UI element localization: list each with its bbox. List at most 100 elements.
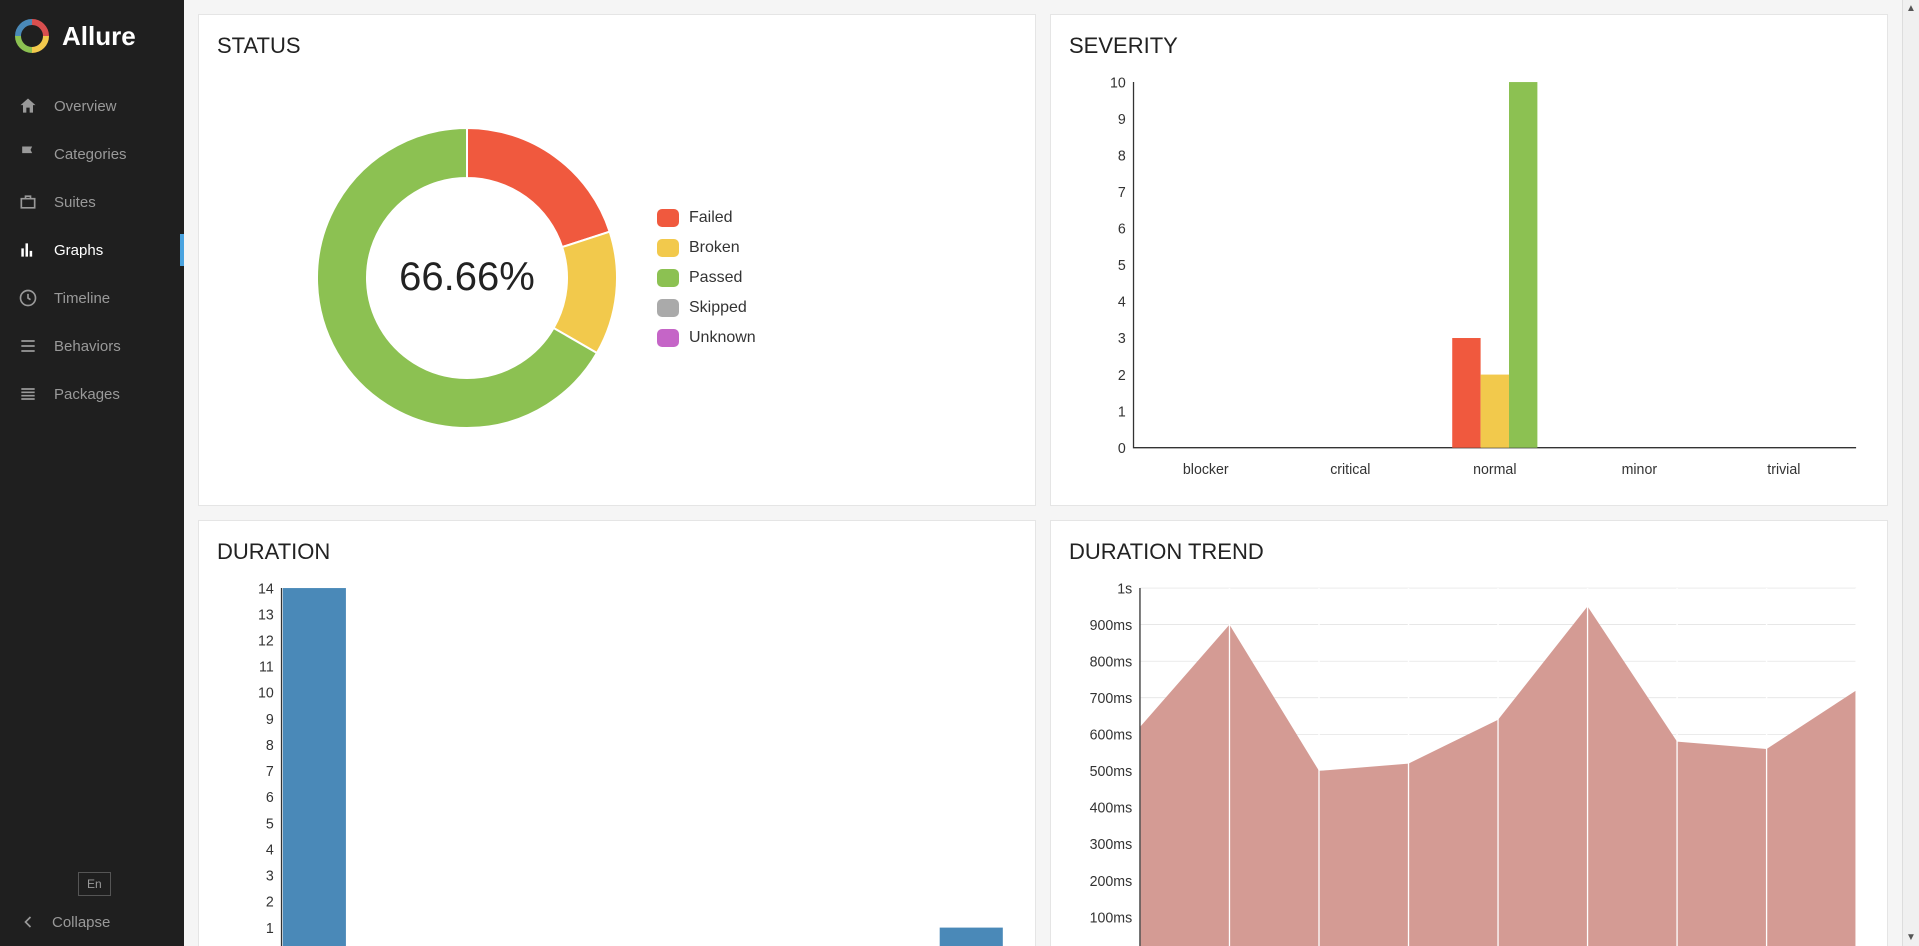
trend-title: DURATION TREND: [1069, 539, 1869, 565]
status-legend: Failed Broken Passed Skipped Unknown: [657, 209, 756, 347]
legend-swatch: [657, 269, 679, 287]
allure-logo-icon: [14, 18, 50, 54]
svg-text:normal: normal: [1473, 462, 1516, 478]
sidebar-item-behaviors[interactable]: Behaviors: [0, 322, 184, 370]
svg-text:0: 0: [1118, 441, 1126, 457]
duration-chart: 012345678910111213140s20ms40ms60ms80ms10…: [217, 575, 1017, 946]
main-content: STATUS 66.66% FailedBrokenPassedSkippedU…: [184, 0, 1902, 946]
svg-text:7: 7: [1118, 185, 1126, 201]
svg-text:6: 6: [266, 790, 274, 806]
legend-item-passed[interactable]: Passed: [657, 269, 756, 287]
briefcase-icon: [18, 192, 38, 212]
list-icon: [18, 336, 38, 356]
legend-label: Unknown: [689, 329, 756, 347]
home-icon: [18, 96, 38, 116]
trend-panel: DURATION TREND 0s100ms200ms300ms400ms500…: [1050, 520, 1888, 946]
svg-text:200ms: 200ms: [1090, 874, 1133, 890]
legend-swatch: [657, 299, 679, 317]
svg-text:2: 2: [1118, 368, 1126, 384]
svg-text:1: 1: [266, 921, 274, 937]
svg-text:8: 8: [1118, 148, 1126, 164]
svg-text:trivial: trivial: [1767, 462, 1800, 478]
svg-text:1s: 1s: [1117, 581, 1132, 597]
severity-chart: 012345678910blockercriticalnormalminortr…: [1069, 69, 1869, 487]
legend-item-failed[interactable]: Failed: [657, 209, 756, 227]
svg-text:5: 5: [266, 816, 274, 832]
svg-text:10: 10: [258, 686, 274, 702]
legend-label: Skipped: [689, 299, 747, 317]
sidebar-footer: En Collapse: [0, 858, 184, 946]
svg-text:1: 1: [1118, 404, 1126, 420]
svg-text:400ms: 400ms: [1090, 800, 1133, 816]
scroll-up-arrow-icon[interactable]: ▲: [1903, 0, 1919, 17]
legend-item-skipped[interactable]: Skipped: [657, 299, 756, 317]
svg-text:7: 7: [266, 764, 274, 780]
svg-text:900ms: 900ms: [1090, 618, 1133, 634]
svg-text:4: 4: [1118, 295, 1126, 311]
status-panel: STATUS 66.66% FailedBrokenPassedSkippedU…: [198, 14, 1036, 506]
barchart-icon: [18, 240, 38, 260]
legend-item-unknown[interactable]: Unknown: [657, 329, 756, 347]
sidebar-item-timeline[interactable]: Timeline: [0, 274, 184, 322]
svg-text:14: 14: [258, 581, 274, 597]
svg-text:6: 6: [1118, 221, 1126, 237]
svg-text:500ms: 500ms: [1090, 764, 1133, 780]
language-selector[interactable]: En: [78, 872, 111, 896]
svg-text:9: 9: [1118, 112, 1126, 128]
svg-text:9: 9: [266, 712, 274, 728]
collapse-label: Collapse: [52, 914, 110, 931]
sidebar-item-categories[interactable]: Categories: [0, 130, 184, 178]
trend-chart: 0s100ms200ms300ms400ms500ms600ms700ms800…: [1069, 575, 1869, 946]
sidebar-item-suites[interactable]: Suites: [0, 178, 184, 226]
svg-text:700ms: 700ms: [1090, 691, 1133, 707]
svg-text:10: 10: [1110, 75, 1126, 91]
svg-text:12: 12: [258, 633, 274, 649]
svg-text:3: 3: [266, 868, 274, 884]
nav-label: Suites: [54, 194, 96, 211]
svg-text:2: 2: [266, 895, 274, 911]
nav-label: Behaviors: [54, 338, 121, 355]
svg-text:critical: critical: [1330, 462, 1370, 478]
legend-item-broken[interactable]: Broken: [657, 239, 756, 257]
sidebar-item-packages[interactable]: Packages: [0, 370, 184, 418]
legend-label: Failed: [689, 209, 733, 227]
nav-label: Graphs: [54, 242, 103, 259]
svg-text:11: 11: [259, 659, 274, 675]
chevron-left-icon: [18, 912, 38, 932]
collapse-button[interactable]: Collapse: [18, 912, 166, 932]
scroll-down-arrow-icon[interactable]: ▼: [1903, 929, 1919, 946]
legend-swatch: [657, 239, 679, 257]
svg-text:300ms: 300ms: [1090, 837, 1133, 853]
layers-icon: [18, 384, 38, 404]
sidebar: Allure Overview Categories Suites Graphs Tim…: [0, 0, 184, 946]
nav-label: Timeline: [54, 290, 110, 307]
svg-text:minor: minor: [1622, 462, 1658, 478]
vertical-scrollbar[interactable]: ▲ ▼: [1902, 0, 1919, 946]
nav-label: Packages: [54, 386, 120, 403]
svg-text:13: 13: [258, 607, 274, 623]
svg-text:4: 4: [266, 842, 274, 858]
sidebar-header: Allure: [0, 0, 184, 72]
status-center-label: 66.66%: [317, 128, 617, 428]
svg-text:8: 8: [266, 738, 274, 754]
duration-title: DURATION: [217, 539, 1017, 565]
svg-text:3: 3: [1118, 331, 1126, 347]
legend-label: Broken: [689, 239, 740, 257]
legend-swatch: [657, 329, 679, 347]
sidebar-item-graphs[interactable]: Graphs: [0, 226, 184, 274]
nav-label: Overview: [54, 98, 117, 115]
svg-text:800ms: 800ms: [1090, 654, 1133, 670]
svg-text:blocker: blocker: [1183, 462, 1229, 478]
legend-swatch: [657, 209, 679, 227]
nav-label: Categories: [54, 146, 127, 163]
flag-icon: [18, 144, 38, 164]
status-donut-chart: 66.66%: [317, 128, 617, 428]
sidebar-item-overview[interactable]: Overview: [0, 82, 184, 130]
clock-icon: [18, 288, 38, 308]
legend-label: Passed: [689, 269, 742, 287]
nav-list: Overview Categories Suites Graphs Timeline Be…: [0, 72, 184, 858]
status-body: 66.66% Failed Broken Passed Skipped Unknown: [217, 69, 1017, 487]
severity-title: SEVERITY: [1069, 33, 1869, 59]
svg-text:100ms: 100ms: [1090, 910, 1133, 926]
severity-panel: SEVERITY 012345678910blockercriticalnorm…: [1050, 14, 1888, 506]
